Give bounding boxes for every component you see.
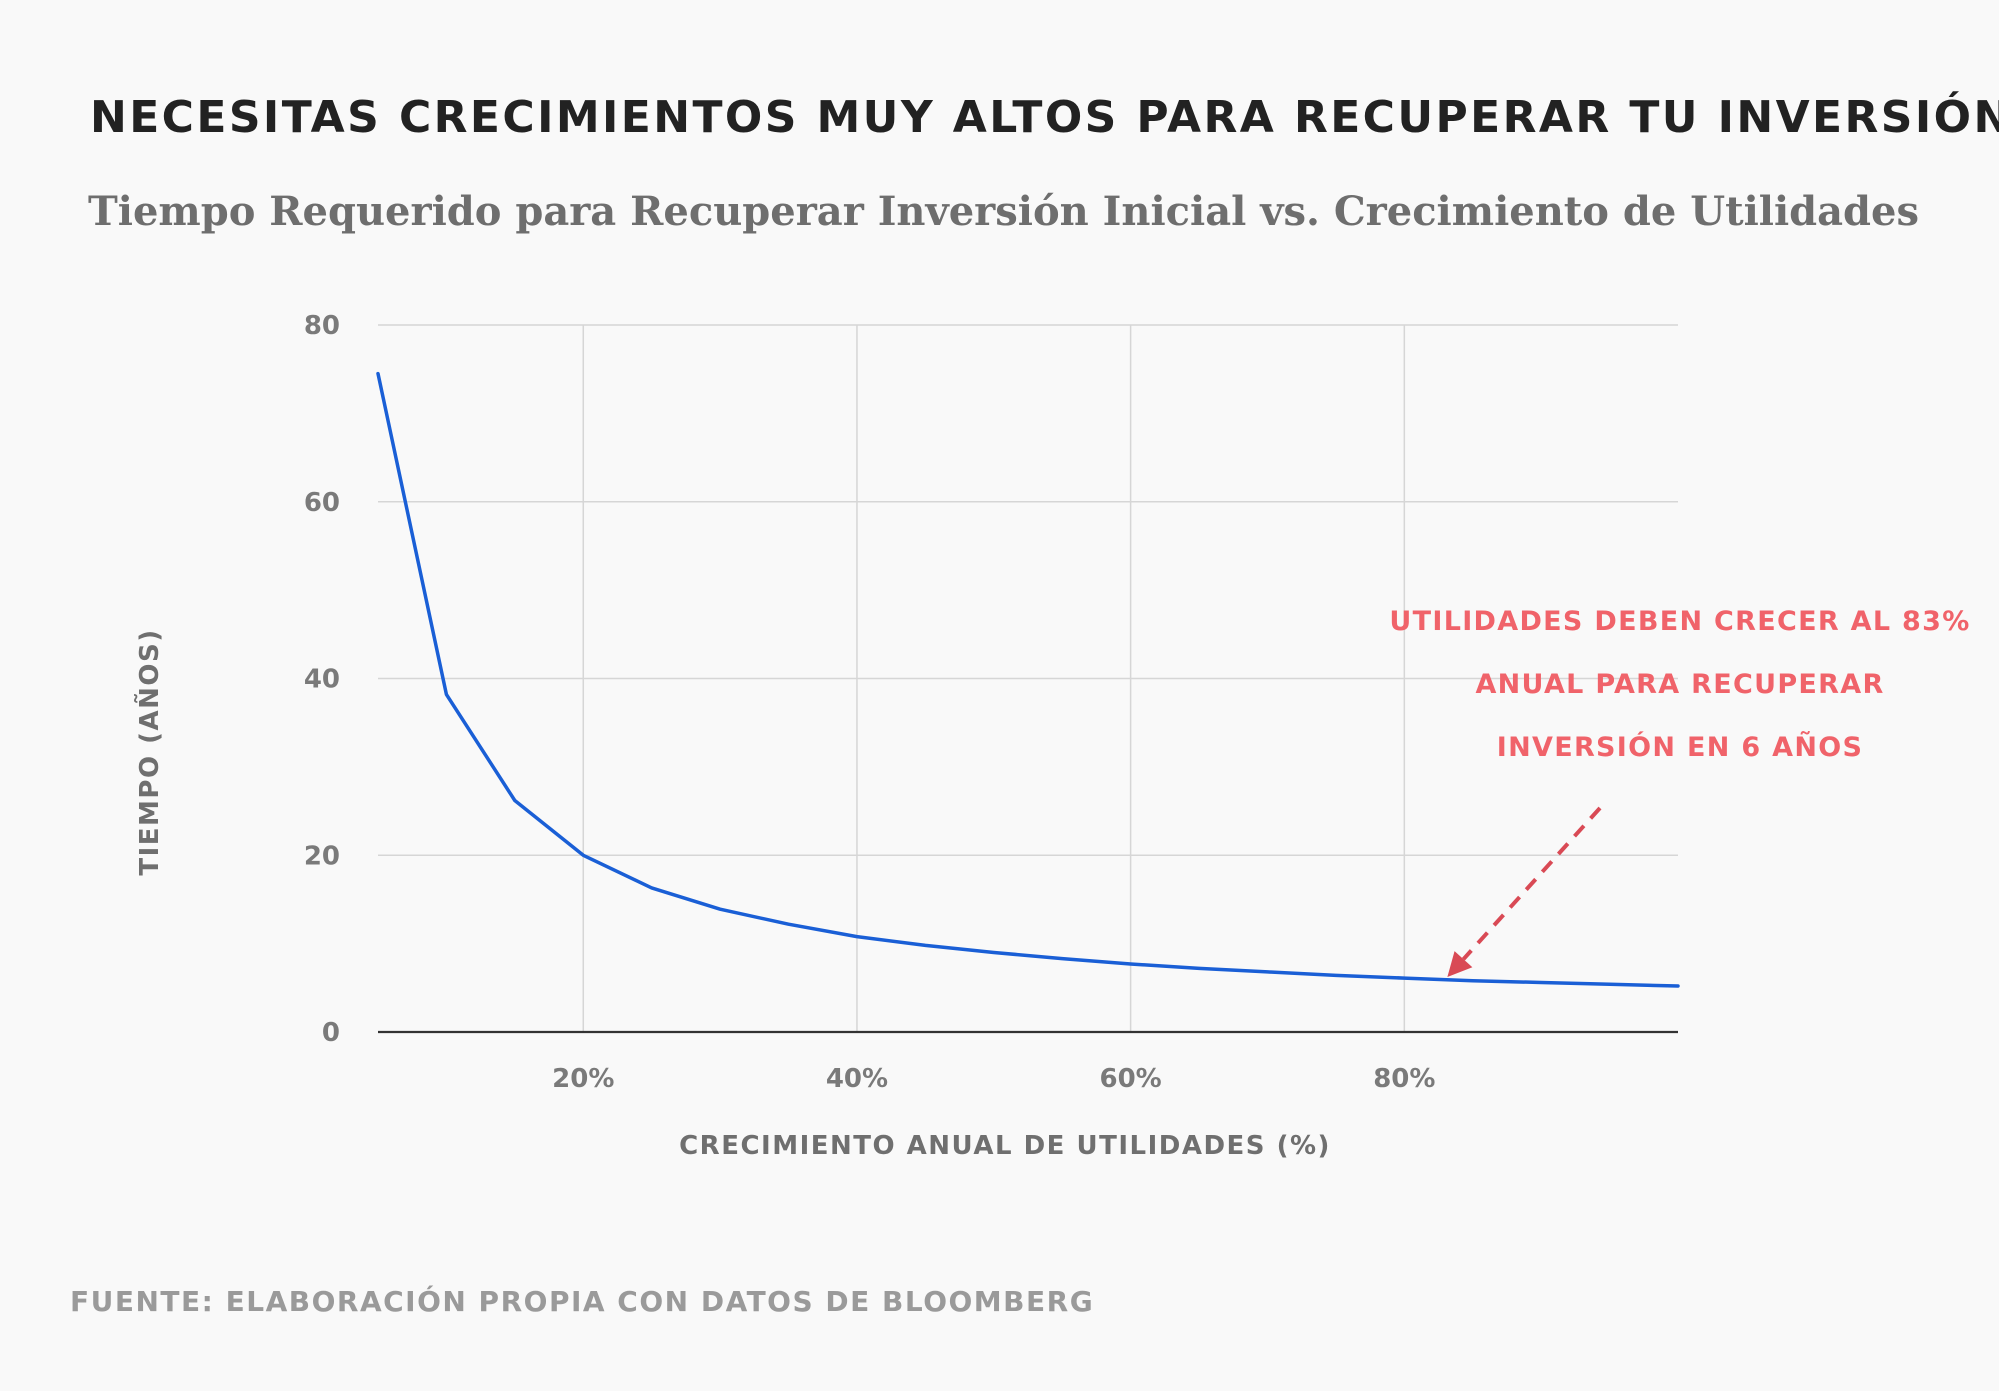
y-axis-label: TIEMPO (AÑOS) bbox=[133, 628, 165, 875]
annotation-arrow-line bbox=[1461, 806, 1602, 961]
annotation-layer: UTILIDADES DEBEN CRECER AL 83% ANUAL PARA… bbox=[1389, 606, 1970, 977]
series-layer bbox=[376, 371, 1680, 988]
y-tick-label: 80 bbox=[304, 311, 340, 341]
y-tick-label: 0 bbox=[322, 1018, 340, 1048]
x-tick-labels: 20% 40% 60% 80% bbox=[552, 1064, 1435, 1094]
grid-layer bbox=[378, 324, 1678, 1034]
x-tick-label: 40% bbox=[826, 1064, 888, 1094]
x-tick-label: 60% bbox=[1100, 1064, 1162, 1094]
x-tick-label: 80% bbox=[1373, 1064, 1435, 1094]
annotation-text: INVERSIÓN EN 6 AÑOS bbox=[1497, 731, 1863, 763]
x-axis-label: CRECIMIENTO ANUAL DE UTILIDADES (%) bbox=[679, 1131, 1331, 1161]
annotation-arrow-head bbox=[1447, 951, 1473, 977]
y-tick-label: 20 bbox=[304, 841, 340, 871]
x-tick-label: 20% bbox=[552, 1064, 614, 1094]
source-note: FUENTE: ELABORACIÓN PROPIA CON DATOS DE … bbox=[70, 1285, 1095, 1318]
chart-subtitle: Tiempo Requerido para Recuperar Inversió… bbox=[88, 188, 1919, 235]
annotation-text: ANUAL PARA RECUPERAR bbox=[1475, 669, 1884, 700]
y-tick-label: 60 bbox=[304, 488, 340, 518]
y-tick-labels: 0 20 40 60 80 bbox=[304, 311, 340, 1048]
y-tick-label: 40 bbox=[304, 665, 340, 695]
annotation-text: UTILIDADES DEBEN CRECER AL 83% bbox=[1389, 606, 1970, 637]
series-line bbox=[376, 371, 1680, 988]
chart-title: NECESITAS CRECIMIENTOS MUY ALTOS PARA RE… bbox=[90, 92, 1999, 143]
